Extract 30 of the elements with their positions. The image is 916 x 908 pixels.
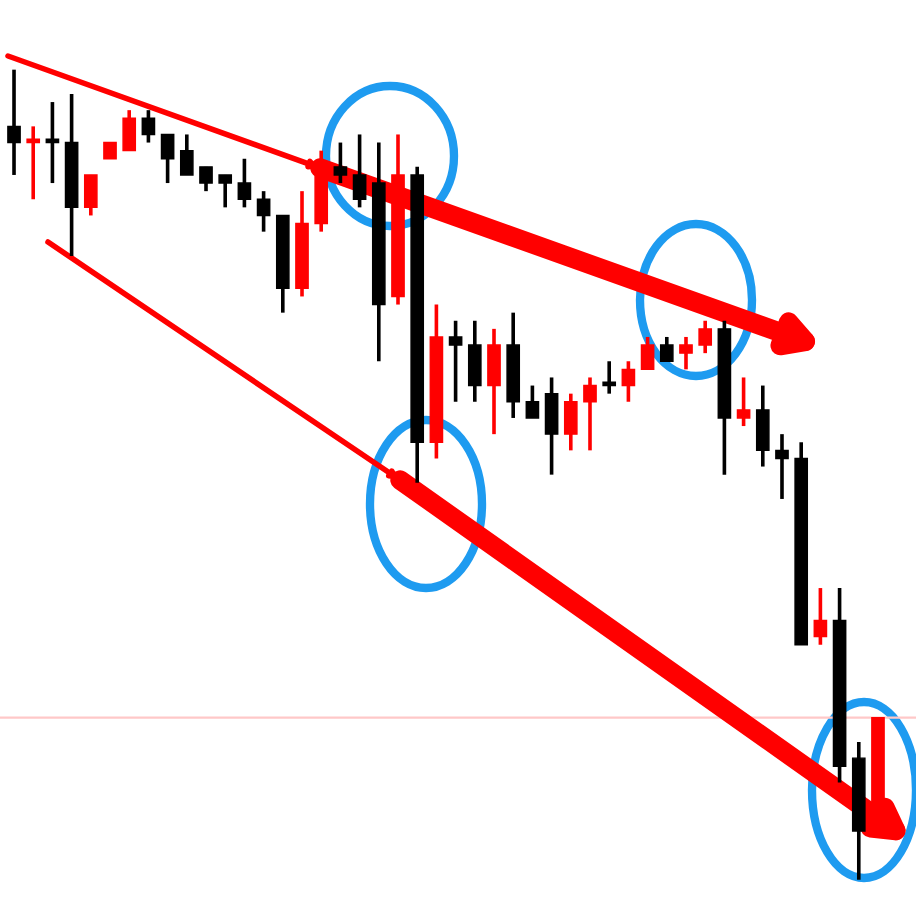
candlestick	[736, 375, 751, 428]
candlestick	[583, 375, 597, 453]
candlestick	[7, 67, 21, 177]
candlestick	[659, 335, 674, 364]
candlestick	[544, 375, 559, 477]
candlestick	[755, 383, 770, 469]
candlestick	[122, 108, 137, 153]
candlestick	[775, 432, 789, 501]
candlestick	[467, 318, 482, 404]
candlestick	[813, 586, 828, 647]
candlestick	[256, 189, 271, 234]
candlestick	[352, 132, 367, 210]
candlestick	[487, 327, 501, 436]
candlestick	[525, 383, 540, 420]
candlestick	[83, 173, 98, 218]
candlestick	[160, 132, 175, 185]
candlestick	[563, 391, 578, 453]
candlestick	[602, 359, 617, 396]
candlestick	[640, 335, 655, 372]
candlestick	[679, 335, 693, 372]
candlestick	[237, 156, 252, 210]
candlestick	[199, 165, 213, 193]
candlestick	[179, 132, 194, 177]
candlestick	[141, 108, 156, 145]
candlestick	[698, 318, 713, 355]
candlestick	[333, 140, 348, 185]
candlestick	[26, 124, 41, 202]
candlestick	[621, 359, 636, 404]
candlestick	[448, 318, 463, 404]
candlestick	[218, 173, 233, 210]
